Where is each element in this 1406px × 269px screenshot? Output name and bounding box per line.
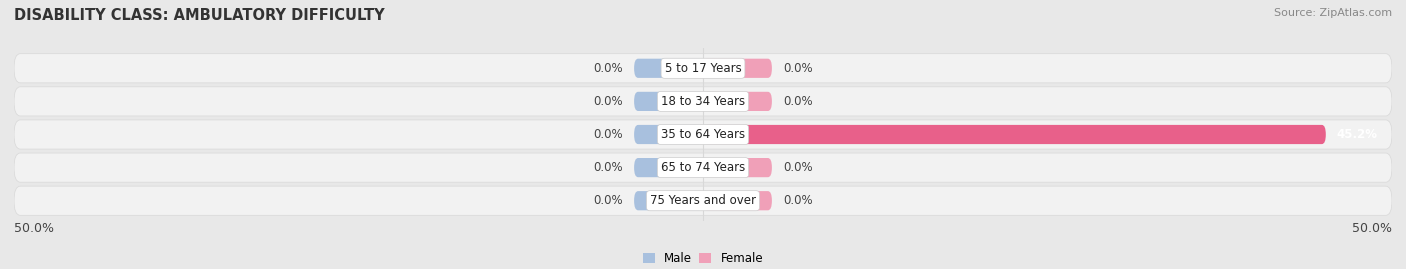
Text: 0.0%: 0.0% <box>593 95 623 108</box>
Text: 45.2%: 45.2% <box>1337 128 1378 141</box>
Text: 0.0%: 0.0% <box>593 194 623 207</box>
Text: 0.0%: 0.0% <box>783 95 813 108</box>
Text: 75 Years and over: 75 Years and over <box>650 194 756 207</box>
Text: 0.0%: 0.0% <box>783 194 813 207</box>
FancyBboxPatch shape <box>703 59 772 78</box>
FancyBboxPatch shape <box>703 158 772 177</box>
Text: 0.0%: 0.0% <box>593 128 623 141</box>
FancyBboxPatch shape <box>703 92 772 111</box>
Text: Source: ZipAtlas.com: Source: ZipAtlas.com <box>1274 8 1392 18</box>
FancyBboxPatch shape <box>14 153 1392 182</box>
FancyBboxPatch shape <box>634 92 703 111</box>
FancyBboxPatch shape <box>14 120 1392 149</box>
FancyBboxPatch shape <box>703 191 772 210</box>
Text: 0.0%: 0.0% <box>593 161 623 174</box>
FancyBboxPatch shape <box>634 125 703 144</box>
FancyBboxPatch shape <box>703 125 1326 144</box>
Text: 35 to 64 Years: 35 to 64 Years <box>661 128 745 141</box>
Text: 65 to 74 Years: 65 to 74 Years <box>661 161 745 174</box>
Text: 0.0%: 0.0% <box>783 62 813 75</box>
Text: 50.0%: 50.0% <box>14 222 53 235</box>
FancyBboxPatch shape <box>634 59 703 78</box>
Text: 18 to 34 Years: 18 to 34 Years <box>661 95 745 108</box>
FancyBboxPatch shape <box>14 87 1392 116</box>
Text: 0.0%: 0.0% <box>783 161 813 174</box>
Text: 0.0%: 0.0% <box>593 62 623 75</box>
Text: 5 to 17 Years: 5 to 17 Years <box>665 62 741 75</box>
Text: 50.0%: 50.0% <box>1353 222 1392 235</box>
FancyBboxPatch shape <box>14 54 1392 83</box>
FancyBboxPatch shape <box>634 158 703 177</box>
Text: DISABILITY CLASS: AMBULATORY DIFFICULTY: DISABILITY CLASS: AMBULATORY DIFFICULTY <box>14 8 385 23</box>
FancyBboxPatch shape <box>14 186 1392 215</box>
Legend: Male, Female: Male, Female <box>638 247 768 269</box>
FancyBboxPatch shape <box>634 191 703 210</box>
